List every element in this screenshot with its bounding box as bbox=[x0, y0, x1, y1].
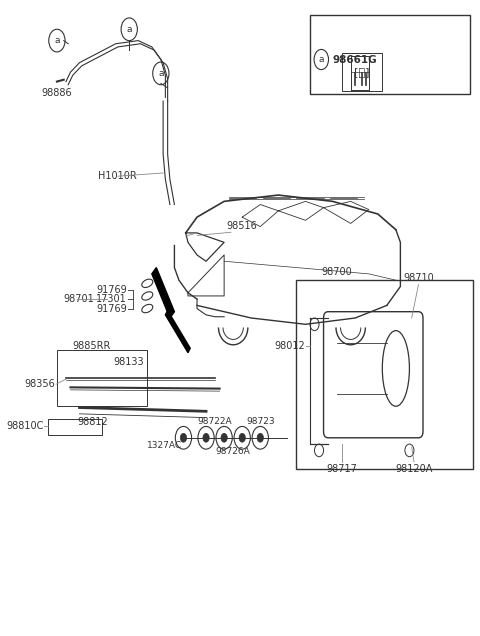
Text: 98700: 98700 bbox=[322, 267, 352, 277]
Bar bbox=[310, 15, 470, 94]
Bar bbox=[48, 419, 102, 434]
Text: 98717: 98717 bbox=[326, 464, 357, 474]
Text: 98812: 98812 bbox=[77, 417, 108, 427]
Text: 98120A: 98120A bbox=[395, 464, 432, 474]
Bar bbox=[297, 280, 473, 469]
Text: 98710: 98710 bbox=[403, 273, 434, 283]
Bar bbox=[57, 350, 147, 406]
Text: a: a bbox=[54, 36, 60, 45]
Text: a: a bbox=[158, 69, 164, 78]
Bar bbox=[342, 53, 382, 91]
Text: 98516: 98516 bbox=[227, 221, 258, 231]
Circle shape bbox=[257, 433, 264, 442]
Text: 98701: 98701 bbox=[64, 294, 95, 304]
Circle shape bbox=[203, 433, 209, 442]
Text: 98012: 98012 bbox=[275, 342, 305, 351]
Text: 98722A: 98722A bbox=[198, 417, 232, 426]
Text: 98133: 98133 bbox=[113, 357, 144, 367]
Circle shape bbox=[221, 433, 228, 442]
Polygon shape bbox=[166, 310, 190, 353]
Text: 98810C: 98810C bbox=[6, 422, 43, 431]
Text: 91769: 91769 bbox=[96, 303, 127, 314]
Circle shape bbox=[239, 433, 245, 442]
Text: 91769: 91769 bbox=[96, 285, 127, 294]
Text: 98661G: 98661G bbox=[333, 55, 377, 64]
Text: 9885RR: 9885RR bbox=[73, 342, 111, 351]
Text: a: a bbox=[126, 25, 132, 34]
Polygon shape bbox=[152, 268, 174, 318]
Circle shape bbox=[180, 433, 187, 442]
Text: 98886: 98886 bbox=[42, 88, 72, 98]
Text: [📦]: [📦] bbox=[354, 67, 370, 77]
Text: 98726A: 98726A bbox=[216, 447, 251, 456]
Text: 17301: 17301 bbox=[96, 294, 127, 304]
Text: 98356: 98356 bbox=[24, 379, 55, 389]
Text: 1327AC: 1327AC bbox=[147, 441, 182, 450]
Text: a: a bbox=[319, 55, 324, 64]
Text: 98723: 98723 bbox=[246, 417, 275, 426]
Text: H1010R: H1010R bbox=[97, 171, 136, 181]
